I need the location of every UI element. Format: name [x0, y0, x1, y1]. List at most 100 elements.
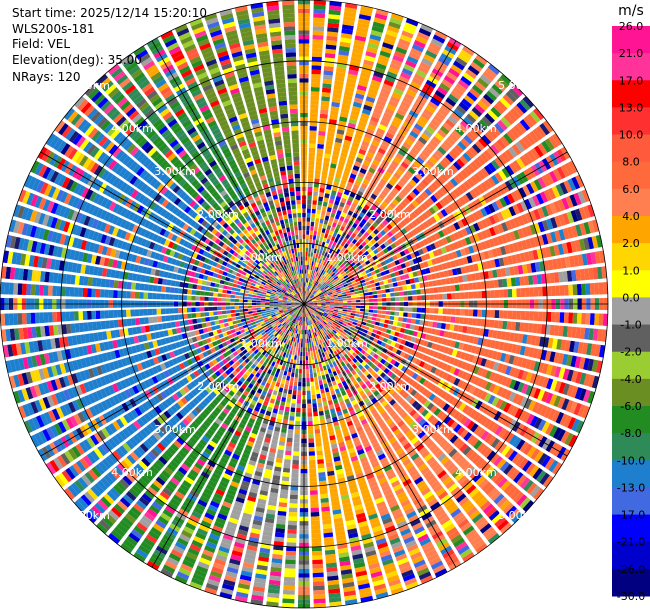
velocity-gate [398, 38, 411, 47]
velocity-gate [324, 257, 329, 262]
velocity-gate [309, 364, 313, 369]
velocity-gate [317, 289, 322, 294]
velocity-gate [374, 321, 380, 326]
velocity-gate [287, 389, 293, 395]
velocity-gate [408, 85, 419, 94]
velocity-gate [298, 368, 302, 374]
velocity-gate [361, 67, 372, 75]
velocity-gate [376, 314, 382, 318]
velocity-gate [389, 315, 395, 321]
velocity-gate [373, 17, 387, 25]
velocity-gate [493, 320, 499, 329]
velocity-gate [341, 291, 347, 295]
velocity-gate [390, 297, 396, 302]
velocity-gate [306, 381, 310, 387]
velocity-gate [481, 134, 492, 145]
velocity-gate [342, 20, 355, 27]
velocity-gate [423, 162, 432, 171]
velocity-gate [463, 283, 469, 291]
velocity-gate [368, 312, 373, 317]
velocity-gate [282, 589, 295, 595]
velocity-gate [476, 281, 482, 290]
velocity-gate [506, 130, 517, 142]
velocity-gate [313, 8, 326, 14]
velocity-gate [395, 83, 406, 92]
velocity-gate [541, 233, 549, 245]
velocity-gate [326, 136, 334, 142]
velocity-gate [304, 316, 306, 322]
velocity-gate [403, 296, 409, 301]
velocity-gate [312, 299, 317, 302]
velocity-gate [548, 135, 559, 149]
velocity-gate [415, 283, 421, 289]
velocity-gate [439, 271, 445, 278]
velocity-gate [332, 222, 337, 228]
velocity-gate [403, 307, 409, 312]
velocity-gate [428, 314, 434, 321]
velocity-gate [308, 243, 312, 248]
velocity-gate [390, 261, 397, 267]
velocity-gate [405, 205, 413, 214]
velocity-gate [372, 274, 378, 279]
velocity-gate [298, 373, 302, 378]
velocity-gate [304, 295, 306, 300]
velocity-gate [310, 295, 315, 299]
velocity-gate [326, 225, 332, 231]
velocity-gate [311, 243, 315, 249]
velocity-gate [313, 372, 318, 378]
velocity-gate [352, 183, 360, 190]
velocity-gate [308, 360, 312, 365]
velocity-gate [487, 63, 501, 75]
velocity-gate [283, 585, 295, 591]
velocity-gate [292, 464, 299, 469]
velocity-gate [326, 263, 331, 269]
velocity-gate [433, 294, 439, 300]
velocity-gate [435, 272, 441, 279]
velocity-gate [306, 296, 310, 301]
velocity-gate [336, 169, 343, 175]
velocity-gate [513, 229, 521, 240]
velocity-gate [483, 179, 493, 190]
velocity-gate [368, 295, 374, 299]
velocity-gate [290, 481, 299, 487]
velocity-gate [339, 277, 345, 282]
velocity-gate [304, 291, 306, 296]
velocity-gate [305, 256, 308, 261]
velocity-gate [351, 238, 358, 245]
velocity-gate [399, 34, 413, 43]
velocity-gate [484, 112, 496, 124]
velocity-gate [410, 147, 420, 156]
velocity-gate [450, 316, 456, 323]
velocity-gate [351, 141, 360, 149]
velocity-gate [283, 581, 296, 587]
velocity-gate [425, 125, 436, 135]
velocity-gate [311, 355, 314, 360]
velocity-gate [466, 131, 477, 142]
velocity-gate [398, 257, 405, 264]
velocity-gate [421, 57, 434, 67]
velocity-gate [309, 126, 317, 131]
velocity-gate [307, 273, 310, 279]
velocity-gate [493, 225, 501, 235]
velocity-gate [287, 533, 297, 539]
velocity-gate [472, 244, 479, 253]
velocity-gate [440, 104, 451, 114]
velocity-gate [507, 310, 513, 320]
velocity-gate [559, 285, 565, 296]
velocity-gate [327, 27, 339, 33]
velocity-gate [321, 275, 325, 280]
velocity-gate [375, 8, 389, 17]
velocity-gate [310, 221, 315, 227]
velocity-gate [295, 416, 301, 422]
velocity-gate [505, 165, 515, 176]
velocity-gate [304, 321, 306, 326]
velocity-gate [349, 150, 357, 157]
velocity-gate [308, 278, 310, 283]
velocity-gate [312, 572, 324, 578]
velocity-gate [511, 84, 524, 97]
velocity-gate [325, 48, 336, 55]
velocity-gate [308, 282, 311, 288]
velocity-gate [280, 401, 286, 407]
velocity-gate [324, 409, 330, 415]
velocity-gate [456, 172, 466, 182]
